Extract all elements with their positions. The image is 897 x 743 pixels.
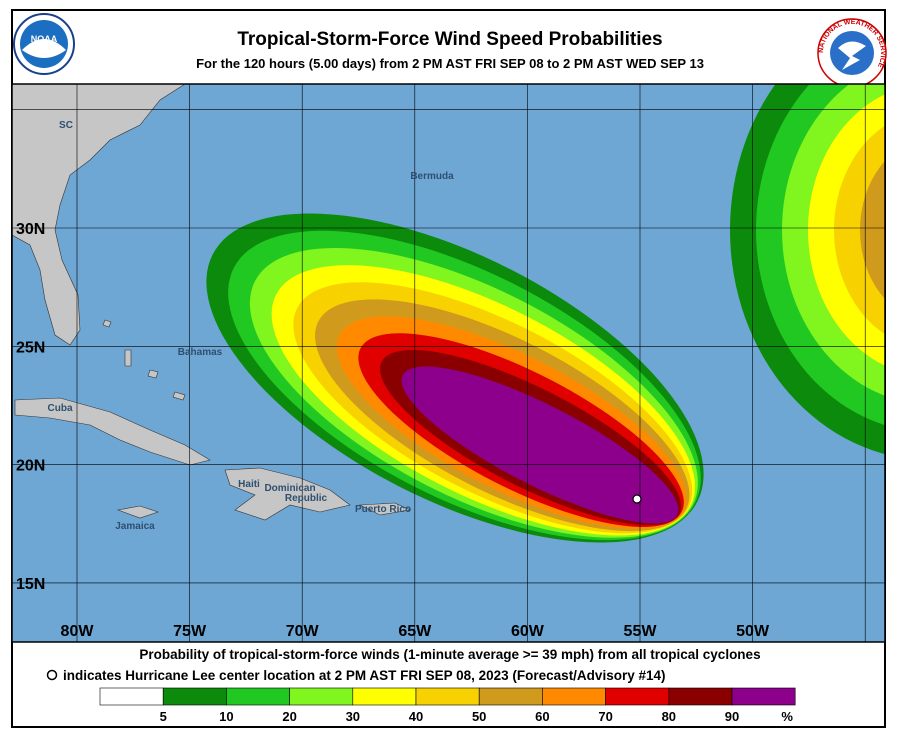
longitude-label: 60W [511, 623, 545, 640]
legend-label: 40 [409, 709, 423, 724]
legend-swatch [542, 687, 606, 706]
land [12, 84, 412, 521]
place-label: Bermuda [410, 171, 454, 182]
title: Tropical-Storm-Force Wind Speed Probabil… [237, 29, 662, 50]
graticule [12, 84, 885, 642]
legend-swatch [668, 687, 733, 706]
probability-band [401, 366, 679, 524]
legend-label: 90 [725, 709, 739, 724]
longitude-label: 70W [286, 623, 320, 640]
longitude-label: 80W [61, 623, 95, 640]
footer-line2: indicates Hurricane Lee center location … [63, 668, 665, 683]
legend-label: 60 [535, 709, 549, 724]
map: SC Bermuda Bahamas Cuba Haiti DominicanRepubl… [12, 84, 885, 642]
legend-swatch [226, 687, 290, 706]
noaa-logo: NOAA [13, 13, 75, 75]
longitude-label: 50W [736, 623, 770, 640]
longitude-label: 55W [624, 623, 658, 640]
probability-band [860, 161, 885, 299]
legend-label: 20 [282, 709, 296, 724]
legend-label: 10 [219, 709, 233, 724]
map-border [11, 83, 886, 643]
place-label: Puerto Rico [355, 504, 411, 515]
legend-unit: % [781, 709, 793, 724]
latitude-label: 15N [16, 576, 45, 593]
longitude-label: 75W [173, 623, 207, 640]
legend-label: 30 [346, 709, 360, 724]
center-symbol [46, 669, 58, 681]
footer-line1: Probability of tropical-storm-force wind… [139, 647, 760, 662]
legend-swatch [415, 687, 480, 706]
latitude-label: 20N [16, 458, 45, 475]
place-label: Bahamas [178, 347, 223, 358]
legend-label: 70 [598, 709, 612, 724]
legend-swatch [289, 687, 354, 706]
place-label: Jamaica [115, 521, 155, 532]
legend-swatch [731, 687, 796, 706]
legend-swatch [352, 687, 417, 706]
longitude-label: 65W [398, 623, 432, 640]
latitude-label: 30N [16, 221, 45, 238]
legend-swatch [99, 687, 164, 706]
place-label: Cuba [48, 403, 73, 414]
storm-center [632, 494, 642, 504]
legend-label: 5 [160, 709, 167, 724]
legend-swatch [605, 687, 670, 706]
legend-swatch [478, 687, 543, 706]
place-label: Haiti [238, 479, 260, 490]
noaa-text: NOAA [31, 34, 58, 44]
legend-label: 80 [662, 709, 676, 724]
nws-logo: NATIONAL WEATHER SERVICE [817, 18, 887, 88]
subtitle: For the 120 hours (5.00 days) from 2 PM … [196, 56, 704, 71]
place-label: Republic [285, 493, 328, 504]
latitude-label: 25N [16, 339, 45, 356]
place-label: SC [59, 120, 73, 131]
place-label: Dominican [264, 483, 315, 494]
probability-band [834, 125, 885, 335]
legend-swatch [162, 687, 227, 706]
legend-label: 50 [472, 709, 486, 724]
